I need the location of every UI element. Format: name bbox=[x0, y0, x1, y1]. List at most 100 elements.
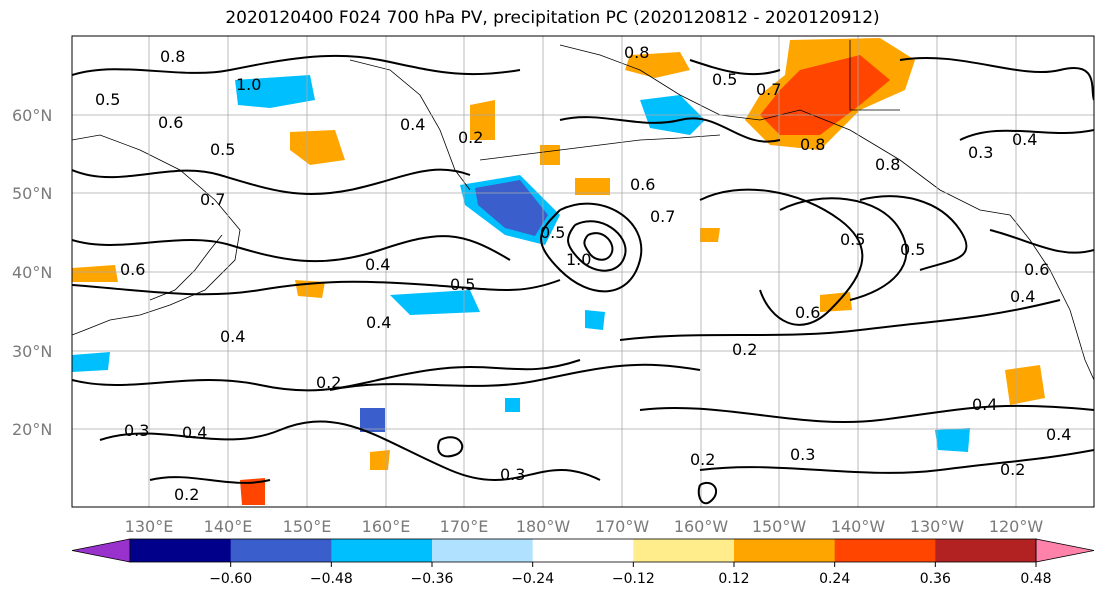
chart-title: 2020120400 F024 700 hPa PV, precipitatio… bbox=[225, 8, 880, 28]
contour-label: 0.2 bbox=[1000, 460, 1025, 479]
shade-negative-japan bbox=[390, 290, 480, 315]
gridlines bbox=[72, 36, 1094, 507]
contour-line bbox=[583, 232, 614, 261]
contour-label: 0.8 bbox=[875, 155, 900, 174]
contour-label: 0.6 bbox=[795, 303, 820, 322]
map-background bbox=[72, 36, 1094, 507]
contour-label: 0.2 bbox=[458, 128, 483, 147]
colorbar-segment bbox=[734, 539, 836, 562]
contour-line bbox=[989, 229, 1094, 254]
contour-label: 0.2 bbox=[690, 450, 715, 469]
colorbar-tick-label: −0.12 bbox=[612, 571, 655, 587]
colorbar-tick-label: −0.24 bbox=[511, 571, 554, 587]
coast-border bbox=[849, 40, 900, 111]
shade-deep-kam bbox=[475, 180, 548, 236]
contour-line bbox=[689, 59, 781, 76]
latitude-labels: 60°N 50°N 40°N 30°N 20°N bbox=[12, 106, 52, 439]
contour-label: 0.4 bbox=[220, 327, 245, 346]
coast-asia bbox=[72, 134, 241, 336]
contour-line bbox=[149, 476, 271, 484]
contour-label: 0.8 bbox=[800, 135, 825, 154]
contour-label: 0.2 bbox=[732, 340, 757, 359]
shade-positive-okhotsk bbox=[290, 130, 345, 165]
contour-line bbox=[697, 481, 718, 505]
contour-label: 0.7 bbox=[650, 207, 675, 226]
contour-label: 0.2 bbox=[174, 485, 199, 504]
shade-positive-trop bbox=[240, 478, 265, 505]
contour-line bbox=[699, 188, 864, 326]
map-frame bbox=[71, 35, 1095, 508]
colorbar-extend-low bbox=[71, 538, 131, 563]
shade-negative-wnp bbox=[72, 352, 110, 372]
colorbar-segment bbox=[633, 539, 735, 562]
shade-positive-mid4 bbox=[575, 178, 610, 195]
contour-line bbox=[699, 449, 1094, 474]
contour-label: 0.7 bbox=[756, 80, 781, 99]
contour-line bbox=[639, 404, 1094, 424]
shade-positive-mid2 bbox=[370, 450, 390, 470]
colorbar-tick-label: −0.48 bbox=[310, 571, 353, 587]
lat-label: 50°N bbox=[12, 184, 52, 203]
contour-label: 0.4 bbox=[365, 255, 390, 274]
contour-line bbox=[72, 168, 471, 195]
colorbar-segment bbox=[935, 539, 1037, 562]
shade-negative-mid7 bbox=[585, 310, 605, 330]
contour-label: 0.6 bbox=[120, 260, 145, 279]
contour-label: 0.5 bbox=[95, 90, 120, 109]
lon-label: 130°E bbox=[125, 517, 174, 536]
shade-negative-mid6 bbox=[505, 398, 520, 412]
contour-line bbox=[437, 436, 464, 458]
contour-label: 0.5 bbox=[840, 230, 865, 249]
colorbar-tick-label: −0.60 bbox=[209, 571, 252, 587]
contour-label: 0.5 bbox=[210, 140, 235, 159]
contour-label: 0.4 bbox=[182, 423, 207, 442]
contour-line bbox=[72, 54, 521, 76]
colorbar-segment bbox=[331, 539, 433, 562]
colorbar-outline bbox=[129, 538, 1037, 563]
contour-label: 0.4 bbox=[366, 313, 391, 332]
shade-positive-seas bbox=[1005, 365, 1045, 405]
lon-label: 160°W bbox=[674, 517, 729, 536]
lat-label: 30°N bbox=[12, 342, 52, 361]
contour-label: 0.4 bbox=[1010, 287, 1035, 306]
contour-labels: 0.8 1.0 0.5 0.6 0.5 0.7 0.6 0.4 0.2 0.4 … bbox=[95, 43, 1071, 504]
contour-label: 0.4 bbox=[400, 115, 425, 134]
shade-negative-siberia bbox=[235, 75, 315, 108]
contour-label: 0.3 bbox=[500, 465, 525, 484]
colorbar-tick-label: 0.24 bbox=[819, 571, 850, 587]
contour-line bbox=[859, 195, 968, 271]
contour-label: 1.0 bbox=[566, 250, 591, 269]
colorbar-ticks: −0.60 −0.48 −0.36 −0.24 −0.12 0.12 0.24 0.36 0.4… bbox=[209, 562, 1052, 587]
contour-label: 0.5 bbox=[900, 240, 925, 259]
shade-positive-ne bbox=[625, 52, 690, 78]
shade-positive-kuril bbox=[470, 100, 495, 140]
lat-label: 60°N bbox=[12, 106, 52, 125]
contour-line bbox=[559, 116, 781, 143]
contour-line bbox=[72, 235, 511, 263]
contour-line bbox=[619, 299, 1061, 341]
longitude-labels: 130°E 140°E 150°E 160°E 170°E 180°W 170°… bbox=[125, 517, 1044, 536]
contour-label: 0.3 bbox=[790, 445, 815, 464]
lon-label: 170°E bbox=[440, 517, 489, 536]
colorbar-segment bbox=[532, 539, 634, 562]
shade-positive-ca bbox=[700, 228, 720, 242]
lat-label: 20°N bbox=[12, 420, 52, 439]
colorbar-tick-label: 0.48 bbox=[1020, 571, 1051, 587]
colorbar-segment bbox=[432, 539, 534, 562]
lon-label: 130°W bbox=[910, 517, 965, 536]
contour-line bbox=[540, 202, 643, 293]
shade-positive-mid3 bbox=[540, 145, 560, 165]
lon-label: 170°W bbox=[595, 517, 650, 536]
contour-label: 0.6 bbox=[630, 175, 655, 194]
lon-label: 150°E bbox=[283, 517, 332, 536]
contour-label: 0.6 bbox=[158, 113, 183, 132]
contour-label: 0.5 bbox=[450, 275, 475, 294]
contour-label: 0.3 bbox=[124, 421, 149, 440]
coast-aleutian bbox=[479, 134, 721, 161]
colorbar-segment bbox=[834, 539, 936, 562]
contour-label: 0.8 bbox=[624, 43, 649, 62]
shade-positive-wnp bbox=[72, 265, 118, 282]
coast-na bbox=[1009, 214, 1094, 381]
shade-negative-mid bbox=[360, 408, 385, 432]
